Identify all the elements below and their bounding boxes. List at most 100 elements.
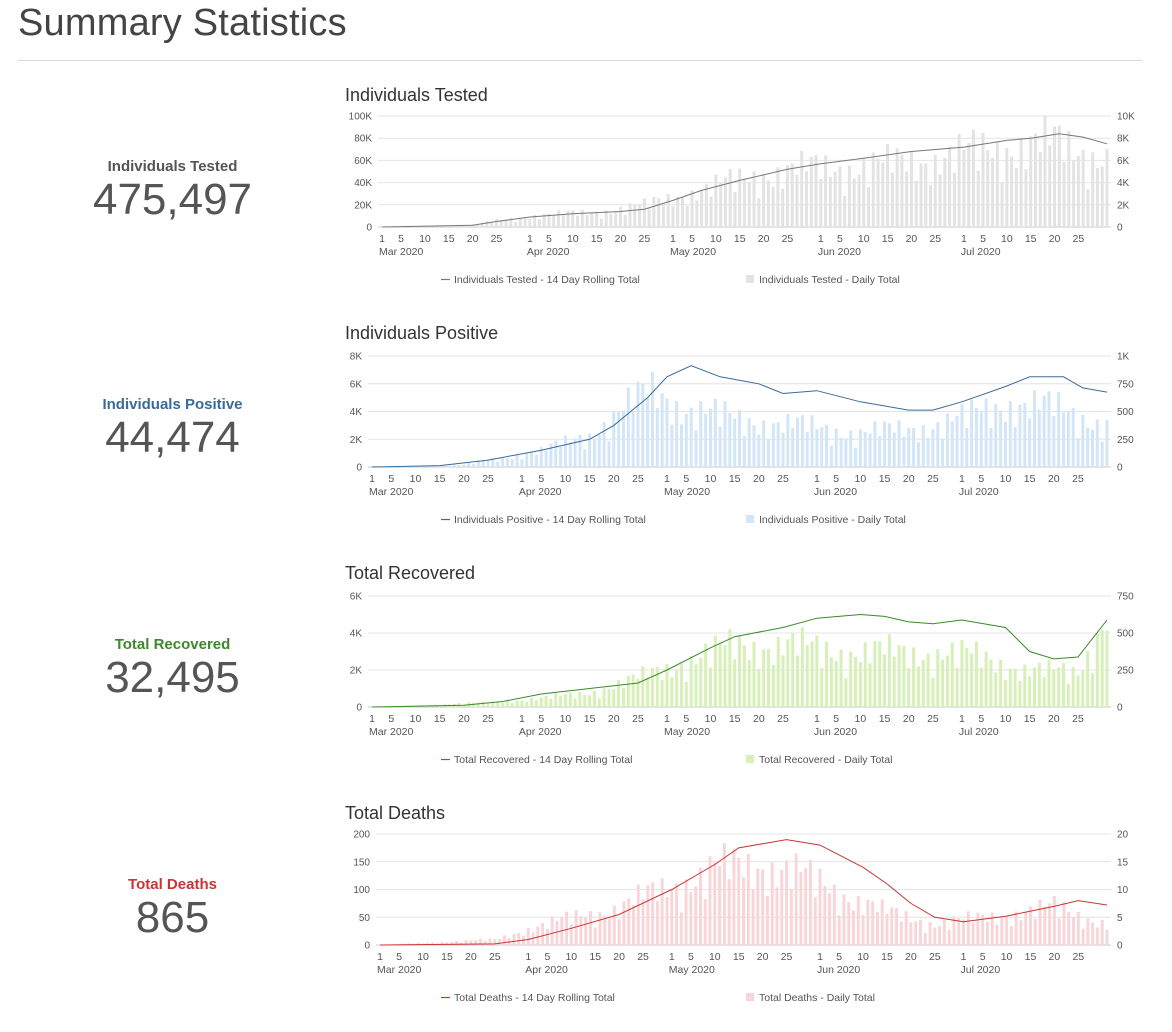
x-tick-label: 20 (1048, 713, 1060, 725)
x-tick-label: 20 (1048, 473, 1060, 485)
daily-bar (704, 413, 708, 467)
x-month-label: Mar 2020 (377, 964, 422, 976)
daily-bar (502, 935, 506, 945)
daily-bar (550, 916, 554, 945)
daily-bar (957, 133, 961, 227)
daily-bar (1095, 168, 1099, 227)
daily-bar (1100, 166, 1104, 227)
daily-bar (950, 642, 954, 707)
x-tick-label: 15 (1025, 233, 1037, 245)
daily-bar (694, 430, 698, 467)
daily-bar (971, 129, 975, 227)
x-tick-label: 25 (929, 951, 941, 963)
daily-bar (651, 882, 655, 945)
daily-bar (955, 415, 959, 467)
daily-bar (781, 655, 785, 707)
daily-bar (655, 667, 659, 707)
daily-bar (525, 453, 529, 467)
daily-bar (719, 183, 723, 227)
daily-bar (781, 188, 785, 227)
daily-bar (525, 701, 529, 707)
daily-bar (814, 155, 818, 227)
daily-bar (480, 222, 484, 227)
x-tick-label: 10 (1000, 473, 1012, 485)
daily-bar (926, 653, 930, 707)
daily-bar (809, 156, 813, 227)
daily-bar (646, 397, 650, 467)
daily-bar (895, 148, 899, 227)
x-tick-label: 10 (417, 951, 429, 963)
daily-bar (941, 438, 945, 467)
daily-bar (950, 421, 954, 467)
daily-bar (1014, 911, 1018, 945)
daily-bar (952, 172, 956, 227)
daily-bar (698, 867, 702, 945)
x-tick-label: 20 (753, 713, 765, 725)
daily-bar (523, 218, 527, 227)
right-axis-tick-label: 20 (1117, 830, 1129, 841)
daily-bar (1105, 148, 1109, 227)
daily-bar (984, 651, 988, 707)
daily-bar (907, 428, 911, 467)
daily-bar (746, 853, 750, 945)
daily-bar (905, 171, 909, 227)
left-axis-tick-label: 8K (350, 352, 363, 363)
daily-bar (800, 627, 804, 707)
daily-bar (810, 641, 814, 707)
x-tick-label: 1 (379, 233, 385, 245)
x-tick-label: 5 (688, 951, 694, 963)
daily-bar (800, 415, 804, 467)
x-tick-label: 1 (818, 233, 824, 245)
x-tick-label: 25 (927, 713, 939, 725)
daily-bar (986, 150, 990, 227)
daily-bar (824, 155, 828, 227)
daily-bar (433, 465, 437, 467)
daily-bar (1047, 391, 1051, 467)
legend-bar-label: Individuals Tested - Daily Total (759, 274, 900, 286)
daily-bar (723, 401, 727, 467)
daily-bar (820, 427, 824, 467)
daily-bar (612, 410, 616, 467)
daily-bar (554, 440, 558, 467)
daily-bar (921, 425, 925, 467)
daily-bar (1008, 668, 1012, 707)
daily-bar (655, 408, 659, 467)
daily-bar (805, 644, 809, 707)
daily-bar (900, 154, 904, 227)
daily-bar (684, 414, 688, 467)
daily-bar (557, 210, 560, 227)
daily-bar (757, 434, 761, 467)
x-tick-label: 15 (584, 473, 596, 485)
x-tick-label: 5 (396, 951, 402, 963)
stat-individuals-positive: Individuals Positive 44,474 (20, 396, 325, 463)
daily-bar (423, 466, 427, 467)
daily-bar (747, 418, 751, 467)
daily-bar (971, 922, 975, 945)
daily-bar (603, 915, 607, 945)
daily-bar (912, 428, 916, 467)
daily-bar (1019, 138, 1023, 227)
rolling-total-line (379, 839, 1108, 946)
right-axis-tick-label: 250 (1117, 666, 1134, 677)
daily-bar (757, 669, 761, 707)
daily-bar (520, 700, 524, 707)
daily-bar (709, 196, 713, 227)
daily-bar (839, 649, 843, 707)
daily-bar (762, 420, 766, 467)
daily-bar (957, 918, 961, 945)
daily-bar (447, 465, 451, 467)
legend-line-label: Total Deaths - 14 Day Rolling Total (454, 992, 615, 1004)
daily-bar (704, 183, 708, 227)
daily-bar (796, 417, 800, 467)
daily-bar (785, 165, 789, 227)
x-tick-label: 15 (733, 951, 745, 963)
daily-bar (761, 869, 765, 945)
x-tick-label: 10 (705, 473, 717, 485)
x-tick-label: 15 (441, 951, 453, 963)
daily-bar (714, 174, 718, 227)
daily-bar (825, 642, 829, 707)
daily-bar (829, 657, 833, 707)
x-tick-label: 1 (525, 951, 531, 963)
daily-bar (818, 868, 822, 945)
daily-bar (871, 152, 875, 227)
